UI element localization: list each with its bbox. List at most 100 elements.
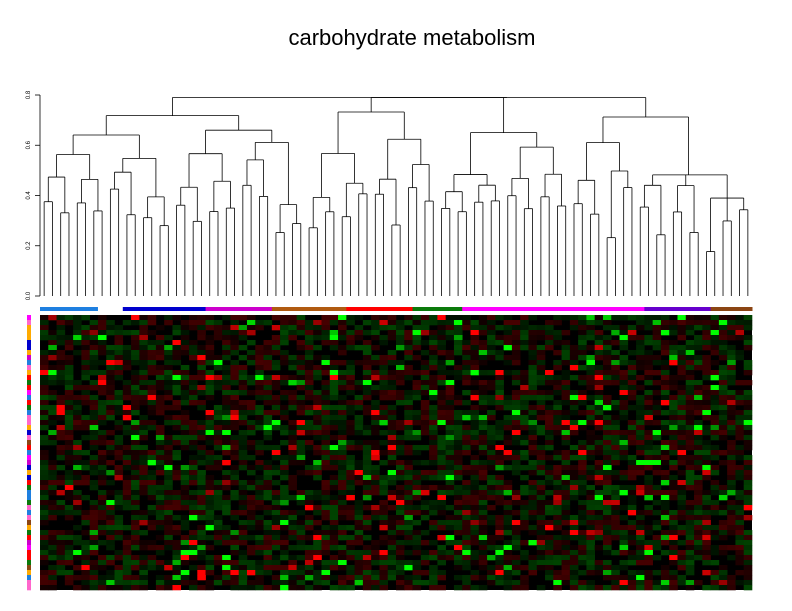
heatmap-cell bbox=[702, 315, 711, 321]
heatmap-cell bbox=[718, 345, 728, 351]
heatmap-cell bbox=[602, 540, 612, 546]
heatmap-cell bbox=[271, 510, 281, 516]
heatmap-cell bbox=[412, 575, 422, 581]
heatmap-cell bbox=[404, 540, 413, 546]
heatmap-cell bbox=[735, 410, 745, 416]
heatmap-cell bbox=[669, 450, 678, 456]
heatmap-cell bbox=[346, 525, 355, 531]
heatmap-cell bbox=[354, 445, 364, 451]
heatmap-cell bbox=[329, 450, 339, 456]
heatmap-cell bbox=[437, 440, 446, 446]
heatmap-cell bbox=[114, 360, 124, 366]
heatmap-cell bbox=[694, 355, 703, 361]
heatmap-cell bbox=[329, 540, 339, 546]
heatmap-cell bbox=[478, 415, 488, 421]
heatmap-cell bbox=[213, 455, 223, 461]
heatmap-cell bbox=[263, 415, 273, 421]
heatmap-cell bbox=[619, 390, 629, 396]
heatmap-cell bbox=[164, 575, 173, 581]
heatmap-cell bbox=[48, 365, 57, 371]
heatmap-cell bbox=[346, 440, 355, 446]
heatmap-cell bbox=[453, 490, 463, 496]
heatmap-cell bbox=[346, 330, 355, 336]
heatmap-cell bbox=[263, 460, 273, 466]
heatmap-cell bbox=[710, 390, 720, 396]
heatmap-cell bbox=[197, 575, 206, 581]
heatmap-cell bbox=[702, 585, 711, 591]
row-group-swatch bbox=[27, 560, 31, 566]
heatmap-cell bbox=[387, 395, 397, 401]
heatmap-cell bbox=[114, 345, 124, 351]
heatmap-cell bbox=[371, 580, 380, 586]
heatmap-cell bbox=[602, 345, 612, 351]
heatmap-cell bbox=[511, 535, 521, 541]
heatmap-cell bbox=[131, 385, 140, 391]
heatmap-cell bbox=[429, 555, 438, 561]
heatmap-cell bbox=[578, 550, 587, 556]
heatmap-cell bbox=[346, 430, 355, 436]
heatmap-cell bbox=[280, 545, 289, 551]
heatmap-cell bbox=[487, 385, 496, 391]
heatmap-cell bbox=[586, 365, 595, 371]
heatmap-cell bbox=[288, 360, 297, 366]
heatmap-cell bbox=[147, 365, 157, 371]
heatmap-cell bbox=[578, 490, 587, 496]
heatmap-cell bbox=[147, 560, 157, 566]
heatmap-cell bbox=[569, 425, 579, 431]
heatmap-cell bbox=[238, 540, 248, 546]
heatmap-cell bbox=[511, 410, 521, 416]
heatmap-cell bbox=[213, 540, 223, 546]
heatmap-cell bbox=[81, 460, 90, 466]
heatmap-cell bbox=[106, 560, 115, 566]
heatmap-cell bbox=[569, 360, 579, 366]
heatmap-cell bbox=[536, 410, 546, 416]
heatmap-cell bbox=[139, 340, 148, 346]
heatmap-cell bbox=[396, 390, 405, 396]
heatmap-cell bbox=[511, 440, 521, 446]
heatmap-cell bbox=[478, 515, 488, 521]
heatmap-cell bbox=[338, 400, 347, 406]
heatmap-cell bbox=[313, 335, 322, 341]
heatmap-cell bbox=[180, 560, 190, 566]
heatmap-cell bbox=[155, 385, 165, 391]
heatmap-cell bbox=[503, 555, 513, 561]
heatmap-cell bbox=[453, 500, 463, 506]
heatmap-cell bbox=[437, 415, 446, 421]
heatmap-cell bbox=[73, 330, 82, 336]
y-tick-label: 0.0 bbox=[26, 291, 32, 300]
heatmap-cell bbox=[97, 330, 107, 336]
heatmap-cell bbox=[487, 350, 496, 356]
heatmap-cell bbox=[611, 510, 620, 516]
heatmap-cell bbox=[379, 475, 389, 481]
heatmap-cell bbox=[462, 355, 471, 361]
heatmap-cell bbox=[470, 325, 480, 331]
heatmap-cell bbox=[594, 585, 604, 591]
heatmap-cell bbox=[694, 380, 703, 386]
heatmap-cell bbox=[271, 495, 281, 501]
heatmap-cell bbox=[710, 425, 720, 431]
heatmap-cell bbox=[106, 535, 115, 541]
heatmap-cell bbox=[346, 545, 355, 551]
heatmap-cell bbox=[97, 380, 107, 386]
heatmap-cell bbox=[528, 430, 538, 436]
heatmap-cell bbox=[288, 575, 297, 581]
heatmap-cell bbox=[180, 475, 190, 481]
heatmap-cell bbox=[89, 320, 99, 326]
heatmap-cell bbox=[636, 465, 645, 471]
heatmap-cell bbox=[56, 360, 66, 366]
heatmap-cell bbox=[205, 455, 215, 461]
heatmap-cell bbox=[536, 405, 546, 411]
heatmap-cell bbox=[437, 450, 446, 456]
heatmap-cell bbox=[321, 510, 331, 516]
heatmap-cell bbox=[180, 495, 190, 501]
heatmap-cell bbox=[611, 445, 620, 451]
heatmap-cell bbox=[660, 455, 670, 461]
heatmap-cell bbox=[553, 495, 562, 501]
heatmap-cell bbox=[412, 385, 422, 391]
heatmap-cell bbox=[453, 425, 463, 431]
heatmap-cell bbox=[147, 395, 157, 401]
heatmap-cell bbox=[296, 385, 306, 391]
heatmap-cell bbox=[453, 495, 463, 501]
heatmap-cell bbox=[420, 405, 430, 411]
heatmap-cell bbox=[627, 585, 637, 591]
